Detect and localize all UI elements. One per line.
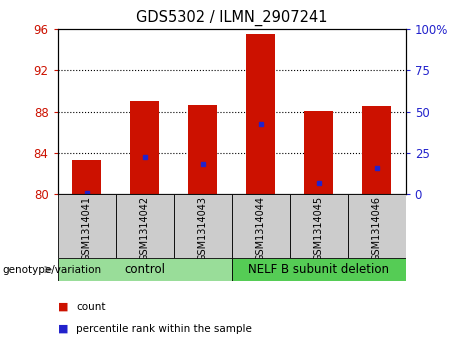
Bar — [58, 194, 116, 258]
Text: control: control — [124, 263, 165, 276]
Title: GDS5302 / ILMN_2907241: GDS5302 / ILMN_2907241 — [136, 10, 327, 26]
Bar — [348, 194, 406, 258]
Bar — [58, 258, 231, 281]
Bar — [231, 258, 406, 281]
Text: ■: ■ — [58, 323, 68, 334]
Text: count: count — [76, 302, 106, 312]
Bar — [362, 106, 391, 194]
Bar — [246, 34, 275, 194]
Bar — [72, 160, 101, 194]
Bar — [116, 194, 174, 258]
Text: GSM1314043: GSM1314043 — [198, 196, 207, 261]
Bar — [130, 101, 159, 194]
Text: ■: ■ — [58, 302, 68, 312]
Text: GSM1314044: GSM1314044 — [256, 196, 266, 261]
Bar — [290, 194, 348, 258]
Text: GSM1314041: GSM1314041 — [82, 196, 92, 261]
Text: GSM1314045: GSM1314045 — [313, 196, 324, 261]
Bar — [231, 194, 290, 258]
Bar — [188, 105, 217, 194]
Text: GSM1314042: GSM1314042 — [140, 196, 150, 261]
Text: NELF B subunit deletion: NELF B subunit deletion — [248, 263, 389, 276]
Text: genotype/variation: genotype/variation — [2, 265, 101, 274]
Bar — [174, 194, 231, 258]
Text: GSM1314046: GSM1314046 — [372, 196, 382, 261]
Text: percentile rank within the sample: percentile rank within the sample — [76, 323, 252, 334]
Bar — [304, 111, 333, 194]
